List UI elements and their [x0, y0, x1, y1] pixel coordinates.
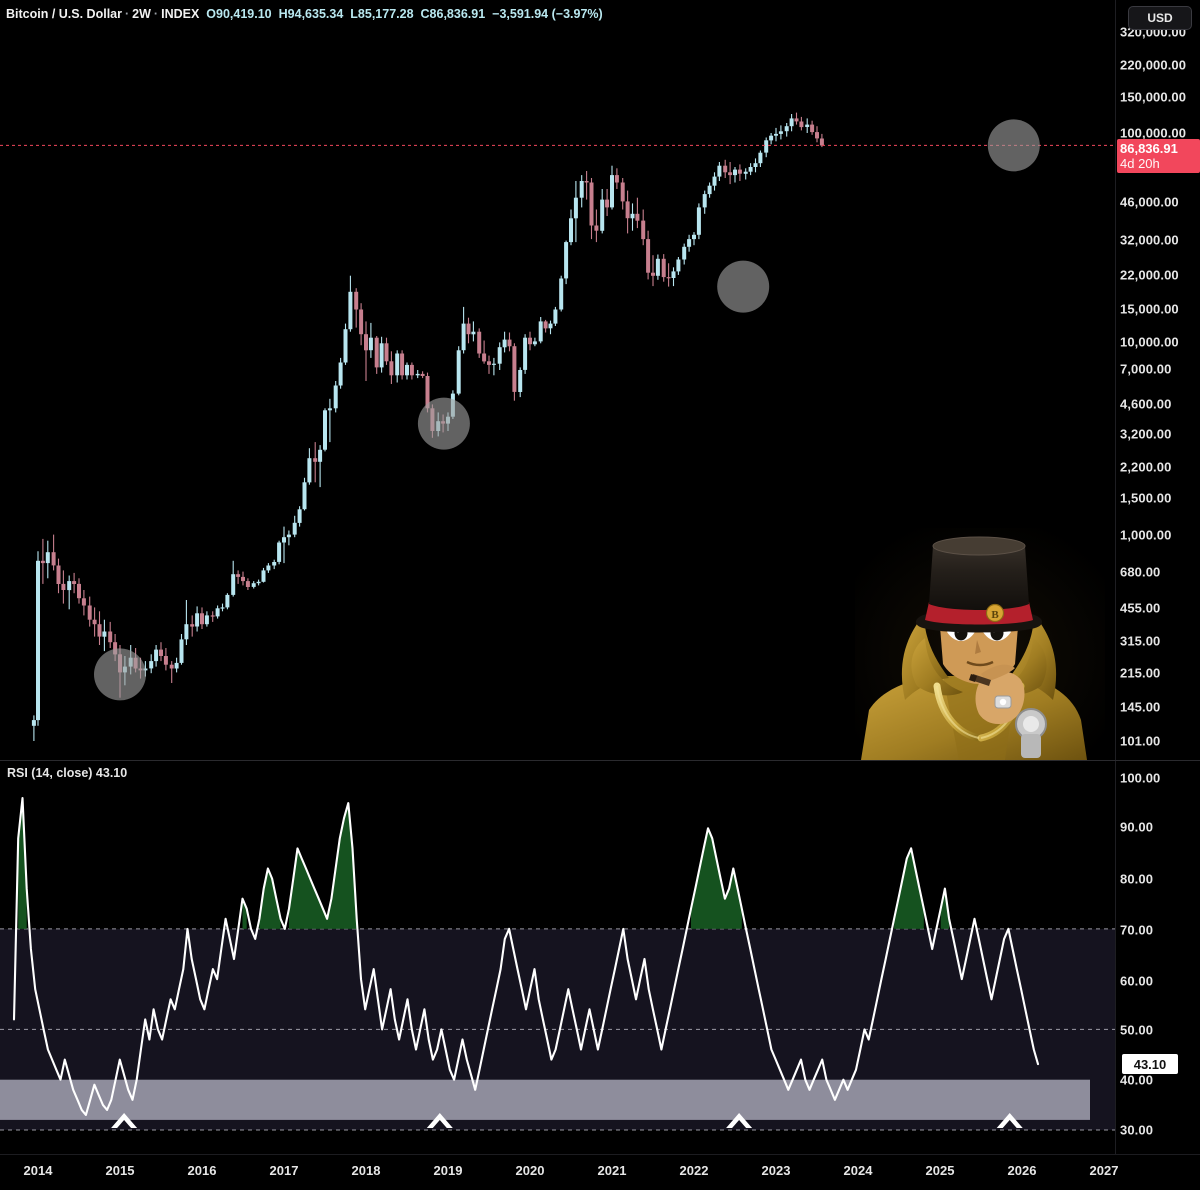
price-axis-tick: 4,600.00 [1120, 396, 1172, 412]
rsi-value-badge: 43.10 [1122, 1054, 1178, 1074]
rsi-overbought-fill [894, 848, 924, 929]
axis-separator [1115, 0, 1116, 1190]
rsi-axis-tick: 100.00 [1120, 770, 1161, 786]
rsi-overbought-fill [289, 803, 357, 929]
current-price-value: 86,836.91 [1120, 141, 1178, 156]
time-axis-tick: 2024 [843, 1163, 873, 1178]
time-axis-tick: 2026 [1007, 1163, 1037, 1178]
rsi-axis-tick: 80.00 [1120, 871, 1154, 887]
interval-label[interactable]: 2W [132, 7, 151, 21]
time-axis-tick: 2019 [433, 1163, 463, 1178]
price-axis-tick: 7,000.00 [1120, 361, 1172, 377]
rsi-chart-pane[interactable] [0, 762, 1115, 1154]
time-axis-tick: 2022 [679, 1163, 709, 1178]
price-axis-tick: 15,000.00 [1120, 301, 1179, 317]
price-axis-tick: 150,000.00 [1120, 89, 1187, 105]
price-axis-tick: 3,200.00 [1120, 426, 1172, 442]
time-axis-tick: 2018 [351, 1163, 381, 1178]
time-axis-tick: 2021 [597, 1163, 627, 1178]
price-axis-tick: 455.00 [1120, 600, 1161, 616]
rsi-overbought-fill [259, 868, 281, 929]
rsi-axis-tick: 90.00 [1120, 819, 1154, 835]
price-axis-tick: 680.00 [1120, 564, 1161, 580]
currency-button[interactable]: USD [1128, 6, 1192, 30]
candlestick-chart [0, 112, 1115, 741]
rsi-indicator-chart [0, 797, 1115, 1131]
price-axis-tick: 22,000.00 [1120, 267, 1179, 283]
rsi-chevron-marker [111, 1113, 138, 1128]
exchange-label[interactable]: INDEX [161, 7, 200, 21]
price-axis-tick: 32,000.00 [1120, 232, 1179, 248]
rsi-accumulation-zone [0, 1079, 1090, 1120]
cycle-marker-circle [417, 397, 470, 450]
rsi-axis-tick: 30.00 [1120, 1122, 1154, 1138]
time-axis-tick: 2017 [269, 1163, 299, 1178]
price-axis-tick: 101.00 [1120, 733, 1161, 749]
price-axis-tick: 1,500.00 [1120, 490, 1172, 506]
price-axis-tick: 145.00 [1120, 699, 1161, 715]
rsi-chevron-marker [726, 1113, 753, 1128]
price-chart-pane[interactable] [0, 28, 1115, 760]
price-axis-tick: 2,200.00 [1120, 459, 1172, 475]
header-separator-1: · [125, 7, 130, 21]
rsi-line [12, 797, 1040, 1116]
price-change: −3,591.94 (−3.97%) [492, 7, 603, 21]
ohlc-low: L85,177.28 [350, 7, 414, 21]
rsi-axis-tick: 70.00 [1120, 922, 1154, 938]
price-axis-tick: 10,000.00 [1120, 334, 1179, 350]
cycle-marker-circle [717, 260, 770, 313]
current-price-badge: 86,836.91 4d 20h [1117, 139, 1200, 173]
price-axis-tick: 315.00 [1120, 633, 1161, 649]
rsi-axis-tick: 40.00 [1120, 1072, 1154, 1088]
rsi-axis-tick: 60.00 [1120, 973, 1154, 989]
rsi-bottom-divider [0, 1154, 1200, 1155]
rsi-overbought-fill [691, 828, 742, 929]
price-axis-tick: 100,000.00 [1120, 125, 1187, 141]
time-axis-tick: 2027 [1089, 1163, 1119, 1178]
time-axis-tick: 2016 [187, 1163, 217, 1178]
bar-countdown: 4d 20h [1120, 156, 1160, 171]
time-axis-tick: 2014 [23, 1163, 53, 1178]
rsi-chevron-marker [426, 1113, 453, 1128]
header-separator-2: · [153, 7, 159, 21]
price-axis-tick: 220,000.00 [1120, 57, 1187, 73]
cycle-marker-circle [987, 119, 1040, 172]
pane-divider[interactable] [0, 760, 1200, 761]
price-axis-tick: 46,000.00 [1120, 194, 1179, 210]
time-axis-tick: 2015 [105, 1163, 135, 1178]
rsi-axis[interactable]: 100.00 90.00 80.00 60.00 50.00 40.00 30.00 70.0… [1115, 762, 1200, 1154]
time-axis[interactable]: 2014 2015 2016 2017 2018 2019 2020 2021 2022 2023… [0, 1155, 1200, 1190]
cycle-marker-circle [94, 648, 146, 701]
chart-header: Bitcoin / U.S. Dollar · 2W · INDEX O90,4… [0, 0, 1200, 28]
rsi-chevron-marker [996, 1113, 1023, 1128]
price-axis-tick: 1,000.00 [1120, 527, 1172, 543]
ohlc-close: C86,836.91 [420, 7, 486, 21]
time-axis-tick: 2023 [761, 1163, 791, 1178]
time-axis-tick: 2025 [925, 1163, 955, 1178]
ohlc-open: O90,419.10 [206, 7, 272, 21]
rsi-legend[interactable]: RSI (14, close) 43.10 [7, 766, 128, 780]
rsi-axis-tick: 50.00 [1120, 1022, 1154, 1038]
price-axis[interactable]: 320,000.00 220,000.00 150,000.00 100,000.00… [1115, 25, 1200, 760]
time-axis-tick: 2020 [515, 1163, 545, 1178]
rsi-overbought-fill [18, 798, 27, 929]
symbol-title[interactable]: Bitcoin / U.S. Dollar [6, 7, 122, 21]
price-axis-tick: 215.00 [1120, 665, 1161, 681]
ohlc-high: H94,635.34 [278, 7, 344, 21]
